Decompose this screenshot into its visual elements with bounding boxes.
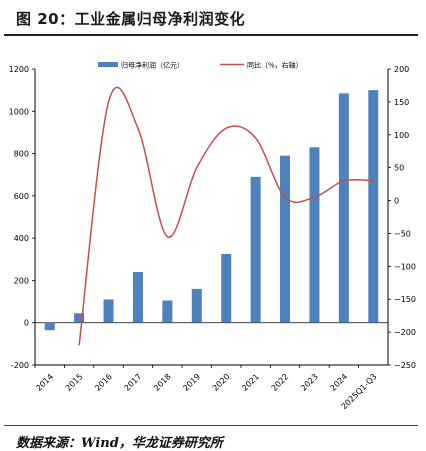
right-tick-label: 0 — [394, 197, 399, 206]
legend-bar-label: 归母净利润（亿元） — [121, 61, 184, 70]
bar — [74, 313, 85, 323]
x-tick-label: 2019 — [181, 372, 202, 393]
bar — [162, 300, 173, 323]
x-tick-label: 2020 — [211, 372, 232, 393]
source-rule — [4, 425, 418, 426]
legend-line-label: 同比（%，右轴） — [247, 61, 303, 70]
right-tick-label: 200 — [394, 65, 409, 74]
x-tick-label: 2016 — [93, 372, 114, 393]
bar — [103, 299, 114, 323]
right-tick-label: 50 — [394, 164, 404, 173]
left-tick-label: -200 — [11, 361, 29, 370]
x-tick-label: 2014 — [34, 372, 55, 393]
bar — [280, 155, 291, 323]
left-tick-label: 800 — [14, 150, 29, 159]
bar-series — [44, 90, 379, 331]
bar — [132, 271, 143, 323]
left-tick-label: 600 — [14, 192, 29, 201]
x-tick-label: 2015 — [64, 372, 85, 393]
source-note: 数据来源：Wind，华龙证券研究所 — [16, 436, 223, 451]
bar — [368, 90, 379, 323]
right-tick-label: −250 — [394, 361, 416, 370]
legend-bar-swatch — [98, 62, 118, 67]
bar — [338, 93, 349, 323]
bar — [221, 254, 232, 323]
right-tick-label: 150 — [394, 98, 409, 107]
chart: -200020040060080010001200−250−200−150−10… — [9, 61, 416, 412]
chart-legend: 归母净利润（亿元） 同比（%，右轴） — [98, 61, 303, 70]
left-tick-label: 1000 — [9, 107, 29, 116]
right-tick-label: −200 — [394, 328, 416, 337]
right-tick-label: 100 — [394, 131, 409, 140]
line-series — [78, 86, 374, 346]
x-tick-label: 2017 — [123, 372, 144, 393]
figure-title: 图 20：工业金属归母净利润变化 — [16, 10, 246, 28]
right-tick-label: −50 — [394, 229, 411, 238]
bar — [191, 288, 202, 323]
left-tick-label: 200 — [14, 276, 29, 285]
bar — [250, 176, 261, 323]
x-tick-label: 2022 — [270, 372, 291, 393]
left-tick-label: 1200 — [9, 65, 29, 74]
x-tick-label: 2024 — [329, 372, 350, 393]
left-tick-label: 0 — [24, 319, 29, 328]
right-tick-label: −100 — [394, 262, 416, 271]
title-rule — [4, 34, 418, 36]
x-tick-label: 2018 — [152, 372, 173, 393]
bar — [309, 147, 320, 323]
left-tick-label: 400 — [14, 234, 29, 243]
bar — [44, 322, 55, 331]
x-tick-label: 2023 — [299, 372, 320, 393]
chart-axes: -200020040060080010001200−250−200−150−10… — [9, 65, 416, 411]
line-path — [78, 86, 374, 346]
x-tick-label: 2021 — [240, 372, 261, 393]
right-tick-label: −150 — [394, 295, 416, 304]
